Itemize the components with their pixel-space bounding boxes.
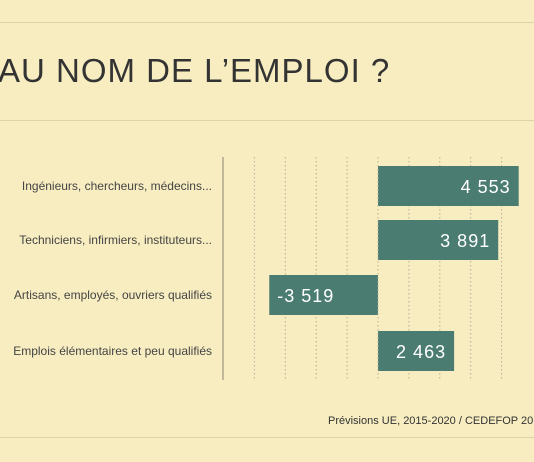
bar-value-label: -3 519 bbox=[277, 286, 334, 306]
bar bbox=[378, 220, 499, 260]
category-label: Techniciens, infirmiers, instituteurs... bbox=[19, 233, 212, 247]
bar-value-label: 2 463 bbox=[396, 342, 446, 362]
category-label: Emplois élémentaires et peu qualifiés bbox=[13, 344, 212, 358]
title-rule bbox=[0, 120, 534, 121]
slide-title: AU NOM DE L’EMPLOI ? bbox=[0, 52, 391, 89]
bar-value-label: 4 553 bbox=[461, 177, 511, 197]
top-rule bbox=[0, 22, 534, 23]
category-label: Artisans, employés, ouvriers qualifiés bbox=[14, 288, 212, 302]
bar bbox=[269, 275, 378, 315]
bar-value-label: 3 891 bbox=[440, 231, 490, 251]
bottom-rule bbox=[0, 437, 534, 438]
bar bbox=[378, 331, 455, 371]
bar bbox=[378, 166, 519, 206]
category-label: Ingénieurs, chercheurs, médecins... bbox=[22, 179, 212, 193]
source-note: Prévisions UE, 2015-2020 / CEDEFOP 2016 bbox=[328, 415, 534, 427]
